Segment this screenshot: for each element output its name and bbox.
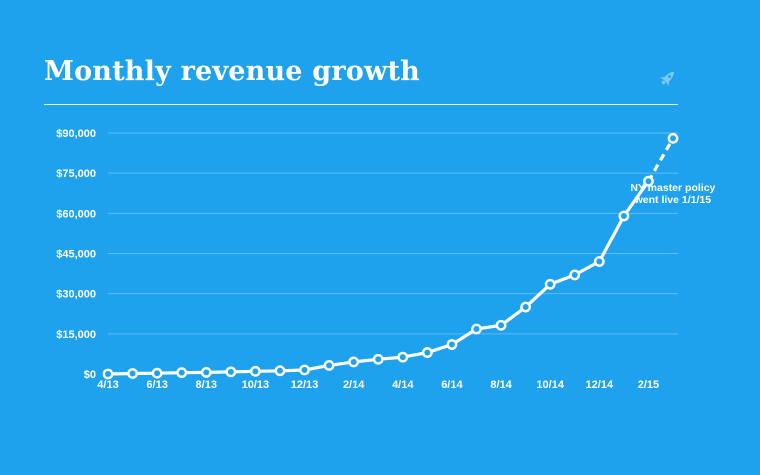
data-point: [348, 356, 360, 368]
data-point: [151, 367, 163, 379]
data-point: [299, 364, 310, 376]
chart-title: Monthly revenue growth: [44, 56, 420, 87]
data-point: [397, 351, 409, 363]
x-tick-label: 6/14: [441, 379, 463, 391]
annotation-text: went live 1/1/15: [634, 194, 712, 206]
data-point: [618, 210, 630, 222]
y-tick-label: $45,000: [56, 249, 96, 261]
title-divider: [44, 104, 678, 105]
series-line: [106, 179, 650, 376]
x-tick-label: 2/14: [343, 379, 365, 391]
data-point: [176, 367, 188, 379]
data-point: [372, 353, 384, 365]
data-point: [643, 175, 654, 187]
data-point: [520, 301, 532, 313]
x-tick-label: 10/14: [536, 379, 564, 391]
x-tick-label: 4/14: [392, 379, 414, 391]
data-point: [127, 368, 138, 379]
rocket-icon: [656, 68, 678, 90]
data-point: [421, 347, 433, 358]
x-tick-label: 10/13: [242, 379, 270, 391]
data-point: [593, 256, 605, 267]
x-tick-label: 12/14: [586, 379, 614, 391]
data-point: [667, 132, 679, 144]
x-tick-label: 2/15: [638, 379, 659, 391]
data-point: [102, 368, 114, 380]
data-point: [544, 278, 556, 290]
y-tick-label: $15,000: [56, 329, 96, 341]
data-point: [446, 339, 458, 350]
y-tick-label: $60,000: [56, 208, 96, 220]
x-tick-label: 8/14: [490, 379, 512, 391]
y-tick-label: $30,000: [56, 289, 96, 301]
data-point: [200, 366, 212, 378]
x-tick-label: 6/13: [146, 379, 167, 391]
x-tick-label: 8/13: [196, 379, 217, 391]
data-point: [323, 360, 335, 371]
x-tick-label: 12/13: [291, 379, 319, 391]
annotation-text: NY master policy: [630, 182, 715, 194]
y-tick-label: $75,000: [56, 168, 96, 180]
y-tick-label: $90,000: [56, 128, 96, 140]
y-tick-label: $0: [84, 369, 96, 381]
data-point: [249, 365, 261, 377]
series-projection-line: [647, 137, 675, 182]
data-point: [225, 366, 237, 378]
data-point: [471, 323, 482, 335]
data-point: [569, 269, 581, 281]
data-point: [274, 365, 286, 377]
data-point: [495, 319, 507, 331]
x-tick-label: 4/13: [97, 379, 118, 391]
